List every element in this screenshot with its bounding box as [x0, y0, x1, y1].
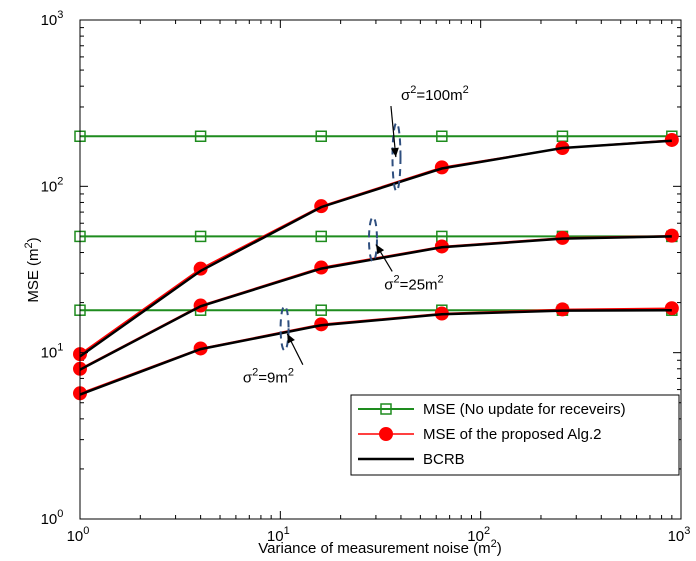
marker-square: [315, 130, 327, 143]
annotation-arrowhead: [376, 244, 385, 255]
marker-square: [436, 130, 448, 143]
annotation-ellipse: [367, 216, 378, 263]
marker-square: [194, 130, 207, 143]
ticks: 100 101 102 103 100 101 102 103: [41, 9, 691, 545]
legend: MSE (No update for receveirs) MSE of the …: [350, 394, 680, 476]
legend-label: MSE (No update for receveirs): [423, 401, 626, 418]
y-tick-label: 103: [41, 9, 64, 29]
annotations: σ2=100m2 σ2=25m2 σ2=9m2: [243, 84, 469, 387]
annotation-arrowhead: [287, 333, 295, 344]
y-tick-label: 101: [41, 342, 64, 362]
x-tick-label: 102: [467, 525, 490, 545]
annotation-label: σ2=25m2: [384, 273, 443, 293]
x-tick-label: 101: [267, 525, 290, 545]
legend-label: MSE of the proposed Alg.2: [423, 426, 601, 443]
legend-items: MSE (No update for receveirs) MSE of the …: [358, 401, 626, 468]
series-layer: [73, 130, 679, 401]
y-axis-label: MSE (m2): [23, 237, 42, 302]
plot-frame: [79, 19, 682, 520]
series-line-black-line-25: [79, 235, 672, 371]
x-tick-label: 103: [668, 525, 691, 545]
y-tick-label: 102: [41, 175, 64, 195]
annotation-ellipse: [279, 305, 290, 352]
annotation-ellipse: [391, 122, 402, 193]
annotation-label: σ2=100m2: [401, 84, 469, 104]
minor-ticks: [80, 20, 681, 519]
annotation-label: σ2=9m2: [243, 367, 294, 387]
annotation-arrowhead: [390, 147, 399, 158]
y-tick-label: 100: [41, 508, 64, 528]
marker-square: [194, 230, 207, 243]
x-axis-label: Variance of measurement noise (m2): [258, 538, 501, 557]
series-line-black-line-100: [79, 139, 672, 358]
marker-square: [315, 304, 327, 316]
legend-marker-circle: [379, 427, 393, 441]
legend-marker-square: [380, 403, 392, 415]
marker-square: [315, 230, 327, 243]
series-line-black-line-9: [79, 308, 672, 396]
marker-circle: [664, 301, 679, 316]
legend-label: BCRB: [423, 451, 465, 468]
x-tick-label: 100: [67, 525, 90, 545]
